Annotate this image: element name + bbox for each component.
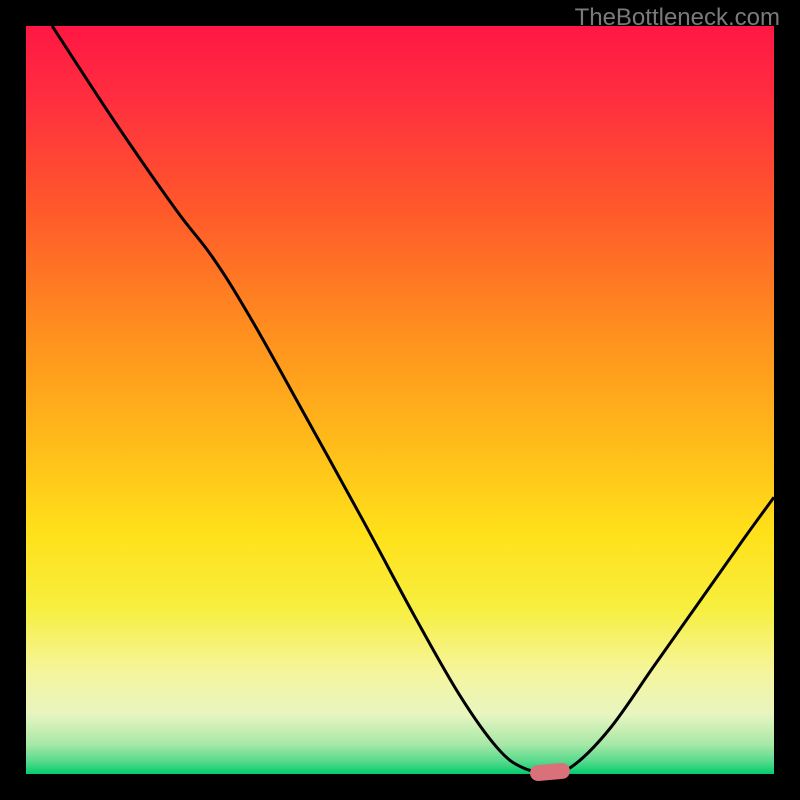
gradient-rect [26, 26, 774, 774]
optimal-marker [529, 762, 570, 781]
gradient-background [26, 26, 774, 774]
plot-area [26, 26, 774, 774]
watermark-text: TheBottleneck.com [575, 4, 780, 32]
